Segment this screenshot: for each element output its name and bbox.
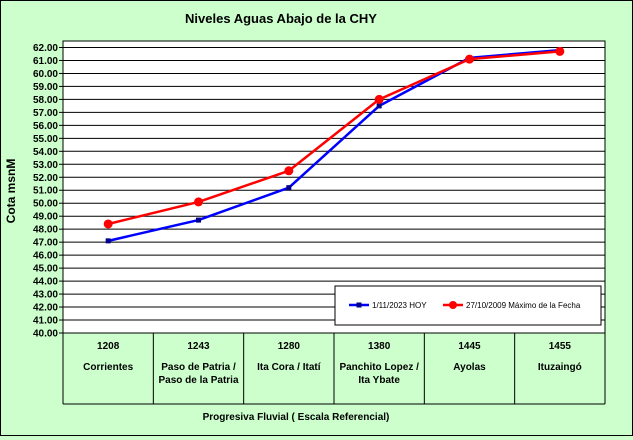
y-tick-label: 58.00	[33, 95, 58, 106]
data-point	[196, 217, 201, 223]
category-name-label: Paso de la Patria	[158, 375, 238, 386]
category-km-label: 1243	[187, 341, 210, 352]
x-axis-label: Progresiva Fluvial ( Escala Referencial)	[203, 412, 390, 423]
category-km-label: 1380	[368, 341, 391, 352]
y-tick-label: 54.00	[33, 147, 58, 158]
category-name-label: Ituzaingó	[538, 362, 582, 373]
y-tick-label: 49.00	[33, 212, 58, 223]
y-tick-label: 55.00	[33, 134, 58, 145]
legend-marker-maximo	[449, 301, 457, 309]
y-tick-label: 46.00	[33, 251, 58, 262]
category-name-label: Corrientes	[83, 362, 133, 373]
data-point	[555, 46, 565, 56]
series-line	[107, 48, 560, 243]
data-point	[105, 238, 111, 244]
category-name-label: Panchito Lopez /	[339, 362, 419, 373]
y-tick-label: 48.00	[33, 225, 58, 236]
category-km-label: 1445	[458, 341, 481, 352]
category-km-label: 1455	[549, 341, 572, 352]
y-tick-label: 57.00	[33, 108, 58, 119]
legend-box	[334, 285, 602, 326]
y-tick-label: 60.00	[33, 69, 58, 80]
y-tick-label: 59.00	[33, 82, 58, 93]
data-point	[286, 185, 292, 191]
plot-area	[63, 41, 605, 333]
data-point	[194, 197, 203, 207]
y-tick-label: 47.00	[33, 238, 58, 249]
y-tick-label: 40.00	[33, 329, 58, 340]
y-tick-label: 53.00	[33, 160, 58, 171]
category-name-label: Ita Ybate	[358, 375, 400, 386]
chart-title: Niveles Aguas Abajo de la CHY	[185, 11, 377, 26]
data-point	[374, 94, 384, 104]
category-km-label: 1208	[97, 341, 120, 352]
data-point	[376, 103, 382, 109]
category-km-label: 1280	[278, 341, 301, 352]
y-tick-label: 44.00	[33, 277, 58, 288]
data-point	[465, 54, 474, 64]
y-tick-label: 52.00	[33, 173, 58, 184]
data-point	[103, 219, 113, 229]
category-name-label: Ayolas	[453, 362, 486, 373]
y-tick-label: 56.00	[33, 121, 58, 132]
y-tick-label: 45.00	[33, 264, 58, 275]
data-point	[284, 166, 294, 176]
y-tick-label: 50.00	[33, 199, 58, 210]
category-name-label: Ita Cora / Itatí	[257, 362, 322, 373]
legend-label-hoy: 1/11/2023 HOY	[372, 301, 427, 310]
y-tick-label: 41.00	[33, 316, 58, 327]
y-tick-label: 62.00	[33, 43, 58, 54]
series-line	[107, 50, 560, 226]
category-name-label: Paso de Patria /	[161, 362, 236, 373]
y-axis-label: Cota msnM	[4, 159, 18, 224]
y-tick-label: 51.00	[33, 186, 58, 197]
y-tick-label: 43.00	[33, 290, 58, 301]
y-tick-label: 61.00	[33, 56, 58, 67]
legend-marker-hoy	[356, 302, 362, 308]
plot-layer: 40.00 41.00 42.00 43.00 44.00 45.00 46.00 47.00…	[33, 40, 606, 405]
y-tick-label: 42.00	[33, 303, 58, 314]
legend-label-maximo: 27/10/2009 Máximo de la Fecha	[466, 301, 581, 310]
